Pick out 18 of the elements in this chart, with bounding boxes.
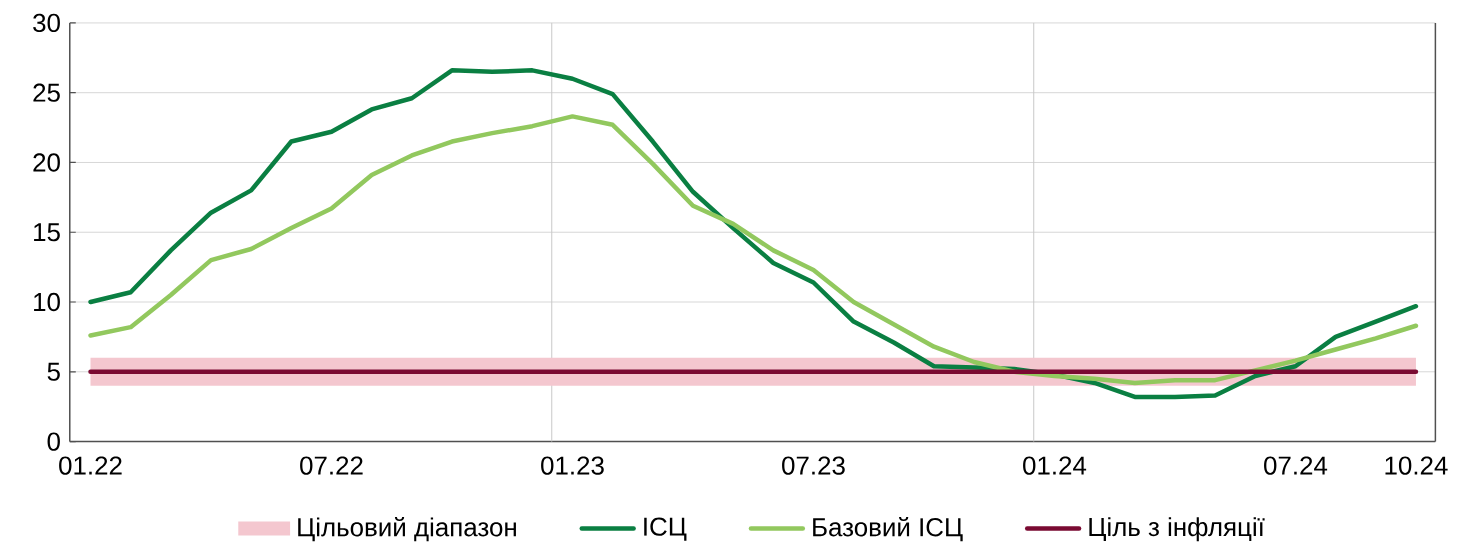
legend-label: Цільовий діапазон <box>298 516 516 542</box>
x-tick-label: 01.22 <box>59 456 122 475</box>
y-tick-label: 0 <box>47 432 60 451</box>
y-tick-label: 10 <box>34 292 60 312</box>
x-tick-label: 10.24 <box>1385 456 1448 475</box>
x-tick-label: 01.23 <box>541 456 604 475</box>
y-tick-label: 5 <box>47 362 60 381</box>
legend-label: Базовий ІСЦ <box>813 516 963 542</box>
y-tick-label: 25 <box>33 83 60 102</box>
x-tick-label: 01.24 <box>1023 456 1087 475</box>
y-tick-label: 30 <box>33 13 60 32</box>
legend-label: ІСЦ <box>644 517 687 541</box>
y-tick-label: 20 <box>33 153 60 172</box>
x-tick-label: 07.23 <box>782 456 845 475</box>
y-tick-label: 15 <box>34 223 60 242</box>
legend-label: Ціль з інфляції <box>1089 517 1265 542</box>
x-tick-label: 07.22 <box>300 456 363 475</box>
x-tick-label: 07.24 <box>1264 456 1328 475</box>
